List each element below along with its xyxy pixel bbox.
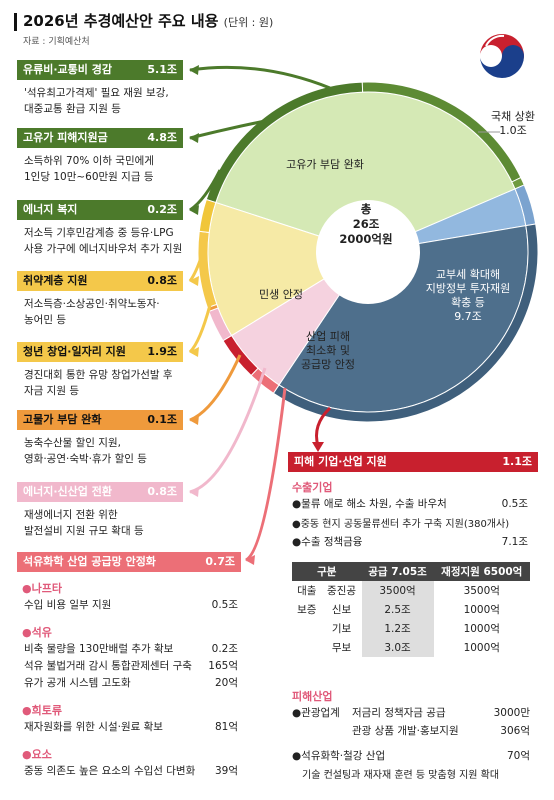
connector-arrow-1	[189, 65, 331, 90]
government-emblem-icon	[480, 34, 524, 78]
connector-arrow-3	[189, 169, 222, 212]
export-row-2: ●중동 현지 공동물류센터 추가 구축 지원(380개사)	[292, 519, 510, 530]
category-bar-4: 취약계층 지원 0.8조	[17, 271, 183, 291]
category-desc-3: 저소득 기후민감계층 중 등유·LPG 사용 가구에 에너지바우처 추가 지원	[24, 227, 183, 255]
pie-center-total: 총 26조 2000억원	[339, 202, 393, 246]
table-row: 대출 중진공 3500억 3500억	[292, 581, 530, 600]
category-desc-1: '석유최고가격제' 필요 재원 보강, 대중교통 환급 지원 등	[24, 87, 169, 115]
category-bar-3: 에너지 복지 0.2조	[17, 200, 183, 220]
table-header-supply: 공급 7.05조	[361, 562, 434, 581]
category-desc-6: 농축수산물 할인 지원, 영화·공연·숙박·휴가 할인 등	[24, 437, 147, 465]
table-row: 보증 신보 2.5조 1000억	[292, 600, 530, 619]
slice-label-livelihood: 민생 안정	[259, 288, 303, 301]
slice-label-gas: 고유가 부담 완화	[286, 158, 364, 171]
rare-earth-heading: ●희토류	[22, 704, 62, 717]
industry-support-bar: 피해 기업·산업 지원 1.1조	[288, 452, 538, 472]
outer-ring-livelihood-4	[198, 198, 217, 234]
connector-arrowhead-4	[189, 276, 199, 286]
urea-row: 중동 의존도 높은 요소의 수입선 다변화 39억	[24, 765, 238, 777]
connector-arrowhead-6	[189, 415, 199, 425]
oil-heading: ●석유	[22, 626, 52, 639]
urea-heading: ●요소	[22, 748, 52, 761]
connector-arrowhead-industry	[312, 442, 324, 452]
naphtha-heading: ●나프타	[22, 582, 62, 595]
table-row: 기보 1.2조 1000억	[292, 619, 530, 638]
category-desc-4: 저소득층·소상공인·취약노동자· 농어민 등	[24, 298, 160, 326]
damaged-industry-heading: 피해산업	[292, 690, 333, 703]
oil-row-3: 유가 공개 시스템 고도화 20억	[24, 677, 238, 689]
table-header-category: 구분	[292, 562, 362, 581]
pie-center	[316, 200, 420, 304]
connector-arrowhead-8	[245, 555, 255, 565]
category-bar-7: 에너지·신산업 전환 0.8조	[17, 482, 183, 502]
export-row-1: ●물류 애로 해소 차원, 수출 바우처 0.5조	[292, 498, 528, 510]
category-bar-6: 고물가 부담 완화 0.1조	[17, 410, 183, 430]
petro-bar: 석유화학 산업 공급망 안정화 0.7조	[17, 552, 241, 572]
funding-table: 구분 공급 7.05조 재정지원 6500억 대출 중진공 3500억 3500억 보…	[292, 562, 530, 657]
naphtha-row: 수입 비용 일부 지원 0.5조	[24, 599, 238, 611]
connector-arrow-8	[245, 387, 287, 562]
connector-arrowhead-7	[189, 487, 199, 497]
table-header-fiscal: 재정지원 6500억	[433, 562, 530, 581]
page-title: 2026년 추경예산안 주요 내용 (단위 : 원)	[14, 13, 273, 31]
category-bar-2: 고유가 피해지원금 4.8조	[17, 128, 183, 148]
slice-label-debt: 국채 상환 1.0조	[491, 110, 535, 137]
unit-label: (단위 : 원)	[223, 16, 274, 29]
connector-arrowhead-3	[189, 205, 199, 215]
connector-arrowhead-2	[189, 133, 199, 143]
tourism-row-2: 관광 상품 개발·홍보지원 306억	[352, 725, 530, 737]
petro-steel-row: ●석유화학·철강 산업 70억	[292, 750, 530, 762]
rare-earth-row: 재자원화를 위한 시설·원료 확보 81억	[24, 721, 238, 733]
tourism-heading: ●관광업계	[292, 707, 340, 719]
slice-label-industry: 산업 피해 최소화 및 공급망 안정	[300, 330, 356, 371]
export-row-3: ●수출 정책금융 7.1조	[292, 536, 528, 548]
category-desc-2: 소득하위 70% 이하 국민에게 1인당 10만~60만원 지급 등	[24, 155, 154, 183]
category-bar-5: 청년 창업·일자리 지원 1.9조	[17, 342, 183, 362]
export-heading: 수출기업	[292, 481, 333, 494]
oil-row-2: 석유 불법거래 감시 통합관제센터 구축 165억	[24, 660, 238, 672]
category-desc-5: 경진대회 통한 유망 창업가선발 후 자금 지원 등	[24, 369, 173, 397]
category-desc-7: 재생에너지 전환 위한 발전설비 지원 규모 확대 등	[24, 509, 144, 537]
oil-row-1: 비축 물량을 130만배럴 추가 확보 0.2조	[24, 643, 238, 655]
category-bar-1: 유류비·교통비 경감 5.1조	[17, 60, 183, 80]
source-label: 자료 : 기획예산처	[23, 37, 90, 47]
connector-arrowhead-5	[189, 347, 199, 357]
connector-arrow-4	[188, 244, 207, 282]
slice-label-local: 교부세 확대해 지방정부 투자재원 확충 등 9.7조	[425, 268, 511, 323]
table-row: 무보 3.0조 1000억	[292, 638, 530, 657]
tourism-row-1: 저금리 정책자금 공급 3000만	[352, 707, 530, 719]
petro-steel-desc: 기술 컨설팅과 재자재 훈련 등 맞춤형 지원 확대	[302, 770, 500, 781]
connector-arrowhead-1	[189, 65, 199, 75]
connector-arrow-5	[188, 304, 212, 354]
